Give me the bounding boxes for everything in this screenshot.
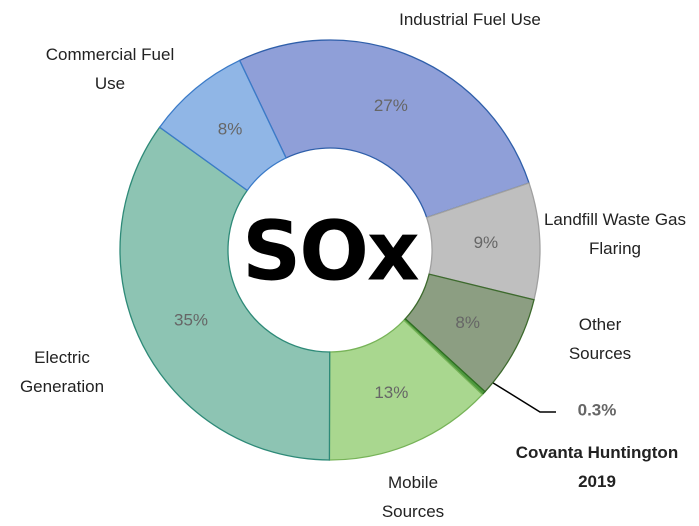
category-label: Other Sources	[568, 315, 632, 363]
data-label: 13%	[374, 383, 408, 402]
donut-segment	[238, 39, 530, 219]
donut-segment	[119, 126, 331, 461]
donut-segment	[158, 59, 287, 192]
data-label: 9%	[474, 233, 499, 252]
category-label: Covanta Huntington 2019	[515, 443, 679, 491]
donut-segment	[328, 319, 484, 461]
category-label: Industrial Fuel Use	[399, 10, 541, 29]
data-label: 0.3%	[578, 400, 617, 419]
data-label: 35%	[174, 310, 208, 329]
category-label: Mobile Sources	[381, 473, 445, 521]
category-label: Commercial Fuel Use	[45, 45, 175, 93]
category-label: Electric Generation	[19, 348, 105, 396]
data-label: 8%	[455, 313, 480, 332]
data-label: 8%	[218, 120, 243, 139]
chart-title: SOx	[242, 205, 419, 300]
data-label: 27%	[374, 96, 408, 115]
category-label: Landfill Waste Gas Flaring	[543, 210, 687, 258]
